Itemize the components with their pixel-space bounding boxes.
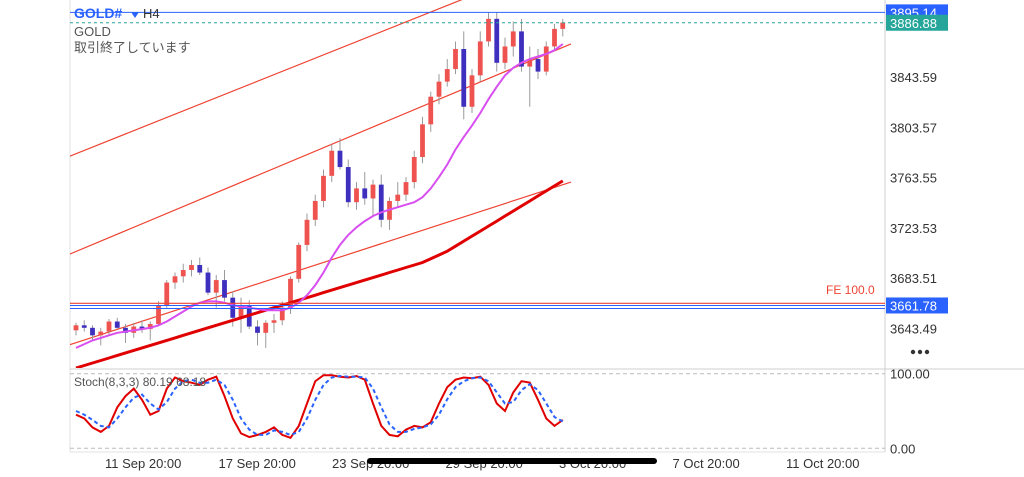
candle[interactable] bbox=[477, 31, 483, 82]
candle[interactable] bbox=[255, 320, 260, 346]
slow-moving-average[interactable] bbox=[75, 179, 564, 368]
candle[interactable] bbox=[263, 320, 269, 348]
candle[interactable] bbox=[502, 37, 508, 70]
candle[interactable] bbox=[535, 48, 541, 80]
stoch-d-line[interactable] bbox=[75, 374, 564, 436]
time-tick-label: 7 Oct 20:00 bbox=[673, 456, 740, 471]
stochastic-pane[interactable] bbox=[70, 373, 885, 449]
stoch-indicator-label: Stoch(8,3,3) 80.19 68.18 bbox=[74, 375, 206, 389]
candle[interactable] bbox=[387, 197, 392, 230]
candle[interactable] bbox=[189, 259, 194, 277]
candle[interactable] bbox=[114, 317, 120, 330]
candle[interactable] bbox=[510, 21, 516, 57]
candle[interactable] bbox=[486, 12, 491, 47]
price-tick-label: 3763.55 bbox=[890, 171, 937, 186]
candle[interactable] bbox=[172, 272, 178, 289]
candle[interactable] bbox=[403, 177, 409, 201]
candle[interactable] bbox=[461, 31, 467, 120]
candle[interactable] bbox=[362, 172, 368, 205]
candle[interactable] bbox=[312, 194, 318, 227]
stoch-tick-label: 100.00 bbox=[890, 367, 930, 382]
price-tick-label: 3803.57 bbox=[890, 120, 937, 135]
candle[interactable] bbox=[337, 138, 343, 170]
candle[interactable] bbox=[205, 267, 211, 296]
timeframe-label[interactable]: H4 bbox=[143, 6, 160, 21]
svg-text:3886.88: 3886.88 bbox=[890, 16, 937, 31]
candle[interactable] bbox=[444, 59, 450, 87]
candle[interactable] bbox=[81, 320, 87, 332]
candle[interactable] bbox=[271, 313, 277, 333]
candle[interactable] bbox=[197, 257, 203, 276]
triangle-down-icon[interactable] bbox=[131, 12, 139, 18]
candle[interactable] bbox=[453, 41, 458, 75]
home-indicator bbox=[367, 458, 657, 464]
candle[interactable] bbox=[147, 321, 153, 341]
candle[interactable] bbox=[123, 324, 128, 343]
candle[interactable] bbox=[354, 182, 359, 210]
candle[interactable] bbox=[304, 213, 310, 252]
candle[interactable] bbox=[436, 74, 442, 105]
candle[interactable] bbox=[420, 116, 425, 164]
symbol-name[interactable]: GOLD# bbox=[74, 5, 122, 21]
candle[interactable] bbox=[543, 41, 549, 76]
more-horizontal-icon[interactable] bbox=[910, 349, 930, 355]
candle[interactable] bbox=[378, 174, 384, 228]
time-tick-label: 11 Sep 20:00 bbox=[105, 456, 181, 471]
fe-annotation: FE 100.0 bbox=[826, 283, 875, 297]
candle[interactable] bbox=[139, 320, 145, 333]
price-tick-label: 3723.53 bbox=[890, 221, 937, 236]
candle[interactable] bbox=[527, 46, 533, 107]
svg-text:3661.78: 3661.78 bbox=[890, 298, 937, 313]
candle[interactable] bbox=[411, 150, 417, 189]
candle[interactable] bbox=[428, 91, 434, 132]
candle[interactable] bbox=[552, 23, 557, 52]
candle[interactable] bbox=[494, 12, 500, 72]
channel-line-3[interactable] bbox=[68, 0, 571, 157]
candle[interactable] bbox=[560, 18, 566, 37]
candle[interactable] bbox=[321, 169, 326, 208]
price-tag-2: 3886.88 bbox=[886, 14, 948, 31]
market-status: 取引終了しています bbox=[74, 40, 191, 55]
candle[interactable] bbox=[106, 319, 112, 336]
candle[interactable] bbox=[329, 144, 335, 183]
price-tick-label: 3843.59 bbox=[890, 70, 937, 85]
candle[interactable] bbox=[395, 182, 401, 208]
price-tag-3: 3661.78 bbox=[886, 297, 948, 314]
time-tick-label: 17 Sep 20:00 bbox=[219, 456, 296, 471]
candle[interactable] bbox=[180, 263, 186, 283]
candle[interactable] bbox=[98, 327, 104, 346]
candle[interactable] bbox=[469, 69, 475, 114]
stoch-tick-label: 0.00 bbox=[890, 441, 915, 456]
price-pane[interactable] bbox=[68, 0, 572, 368]
instrument-name: GOLD bbox=[74, 24, 111, 39]
candle[interactable] bbox=[296, 242, 302, 283]
candle[interactable] bbox=[345, 159, 351, 208]
candle[interactable] bbox=[222, 270, 227, 302]
candle[interactable] bbox=[73, 322, 79, 336]
time-tick-label: 11 Oct 20:00 bbox=[786, 456, 859, 471]
price-tick-label: 3683.51 bbox=[890, 271, 937, 286]
candle[interactable] bbox=[370, 179, 376, 218]
candle[interactable] bbox=[90, 325, 95, 341]
channel-line-1[interactable] bbox=[68, 181, 572, 346]
price-tick-label: 3643.49 bbox=[890, 321, 937, 336]
channel-line-2[interactable] bbox=[68, 43, 572, 255]
fast-moving-average[interactable] bbox=[75, 43, 564, 349]
